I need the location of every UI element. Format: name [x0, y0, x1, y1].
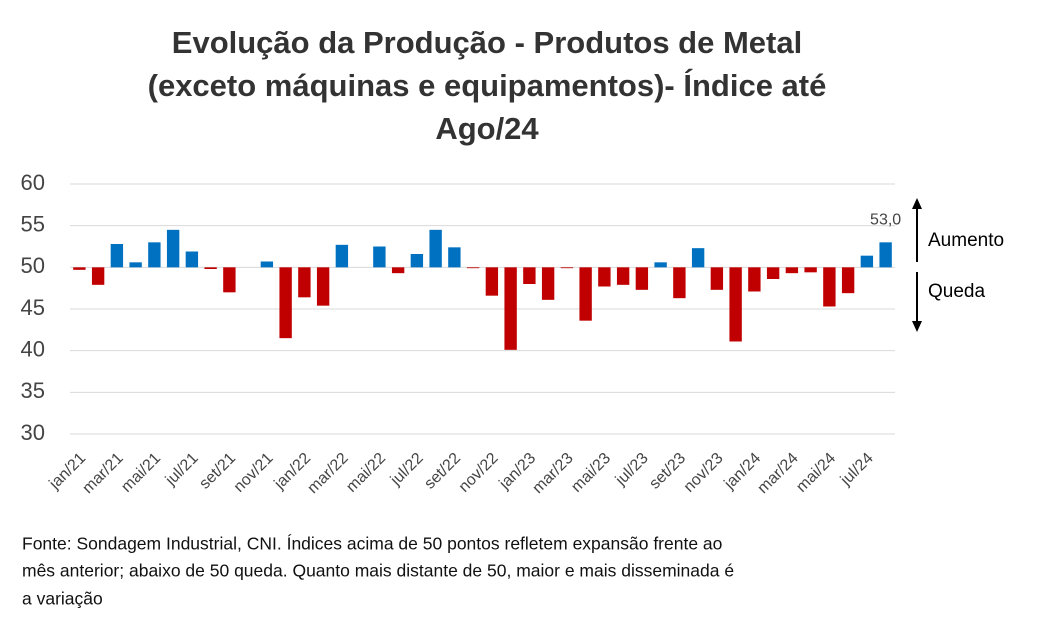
annotation: Aumento: [928, 230, 1004, 251]
bar: [729, 267, 742, 342]
bar: [766, 267, 780, 279]
bar: [673, 267, 686, 299]
bar: [391, 267, 405, 274]
bar: [710, 267, 724, 290]
y-tick-label: 35: [21, 378, 45, 403]
chart-title: Evolução da Produção - Produtos de Metal: [172, 25, 802, 60]
bar: [841, 267, 855, 294]
y-tick-label: 60: [21, 170, 45, 195]
bar: [860, 255, 874, 268]
arrow-head: [912, 198, 922, 209]
bar: [91, 267, 105, 285]
x-tick-label: jul/24: [837, 450, 877, 490]
y-tick-label: 40: [21, 336, 45, 361]
bar: [635, 267, 649, 290]
bar: [598, 267, 611, 287]
bar: [485, 267, 499, 296]
bar: [448, 247, 461, 268]
x-tick-label: nov/21: [231, 450, 277, 496]
bar: [541, 267, 555, 300]
bar: [148, 242, 161, 268]
bar: [204, 267, 217, 269]
note: a variação: [22, 589, 103, 609]
bar: [185, 251, 199, 268]
y-tick-label: 50: [21, 253, 45, 278]
bar: [504, 267, 517, 350]
x-tick-label: mar/24: [754, 450, 801, 497]
x-tick-label: jul/22: [387, 450, 427, 490]
bar: [73, 267, 86, 270]
chart-title: Ago/24: [435, 111, 539, 146]
note: mês anterior; abaixo de 50 queda. Quanto…: [22, 561, 734, 581]
bar: [223, 267, 236, 293]
chart-title: (exceto máquinas e equipamentos)- Índice…: [148, 68, 827, 103]
x-tick-label: jul/23: [612, 450, 652, 490]
bar: [785, 267, 799, 274]
bar: [429, 229, 442, 268]
x-tick-label: mai/22: [343, 450, 389, 496]
bar: [691, 248, 705, 268]
bar: [466, 267, 480, 269]
x-tick-label: mai/24: [793, 450, 839, 496]
bar: [279, 267, 292, 339]
arrow-head: [912, 321, 922, 332]
note: Fonte: Sondagem Industrial, CNI. Índices…: [22, 534, 722, 554]
y-tick-label: 45: [21, 295, 45, 320]
bar: [804, 267, 817, 273]
bar: [654, 262, 667, 268]
x-tick-label: mar/21: [79, 450, 126, 497]
x-tick-label: mar/23: [529, 450, 576, 497]
x-tick-label: mar/22: [304, 450, 351, 497]
x-tick-label: jul/21: [162, 450, 202, 490]
bar: [110, 244, 124, 268]
bar: [316, 267, 330, 306]
y-tick-label: 30: [21, 420, 45, 445]
bar: [523, 267, 536, 284]
bar: [335, 244, 349, 268]
bar: [560, 267, 574, 269]
bar: [410, 254, 424, 268]
value-label: 53,0: [870, 212, 901, 229]
bar: [823, 267, 836, 307]
bar: [129, 262, 142, 268]
x-tick-label: nov/23: [681, 450, 727, 496]
bar: [579, 267, 592, 321]
x-tick-label: mai/21: [118, 450, 164, 496]
annotation: Queda: [928, 281, 985, 302]
bar: [373, 246, 386, 268]
y-tick-label: 55: [21, 211, 45, 236]
x-tick-label: nov/22: [456, 450, 502, 496]
bar: [298, 267, 311, 298]
bar: [166, 229, 180, 268]
x-tick-label: mai/23: [568, 450, 614, 496]
bar: [748, 267, 761, 292]
bar: [616, 267, 630, 285]
bar: [879, 242, 892, 268]
bar: [260, 261, 274, 268]
